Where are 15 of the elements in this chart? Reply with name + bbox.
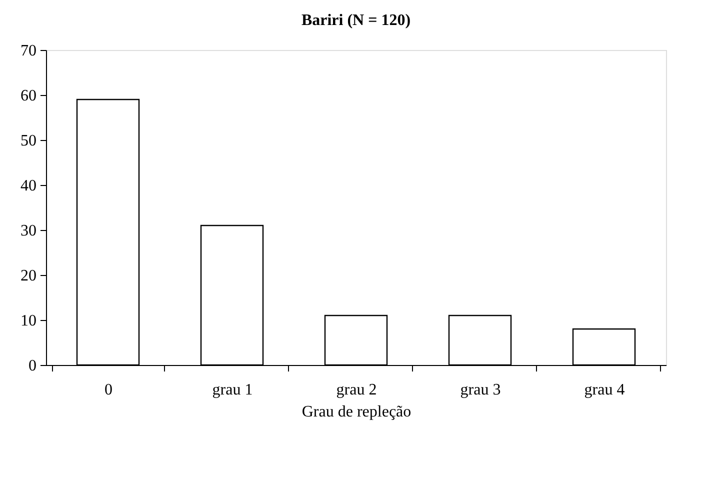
y-tick-label: 0 bbox=[28, 358, 36, 374]
y-tick-label: 70 bbox=[20, 42, 36, 60]
y-tick-label: 30 bbox=[20, 222, 36, 240]
y-tick-label: 50 bbox=[20, 132, 36, 150]
x-tick-label: grau 1 bbox=[212, 382, 253, 398]
y-tick-label: 60 bbox=[20, 88, 36, 104]
x-tick-label: grau 2 bbox=[336, 382, 377, 398]
x-tick-label: grau 4 bbox=[584, 382, 625, 398]
x-axis-title: Grau de repleção bbox=[302, 404, 412, 420]
y-tick-label: 20 bbox=[20, 268, 36, 284]
x-tick-label: 0 bbox=[104, 382, 112, 398]
x-tick-label: grau 3 bbox=[460, 382, 501, 398]
y-tick-label: 10 bbox=[20, 312, 36, 330]
chart-title: Bariri (N = 120) bbox=[301, 12, 411, 29]
y-tick-label: 40 bbox=[20, 178, 36, 194]
